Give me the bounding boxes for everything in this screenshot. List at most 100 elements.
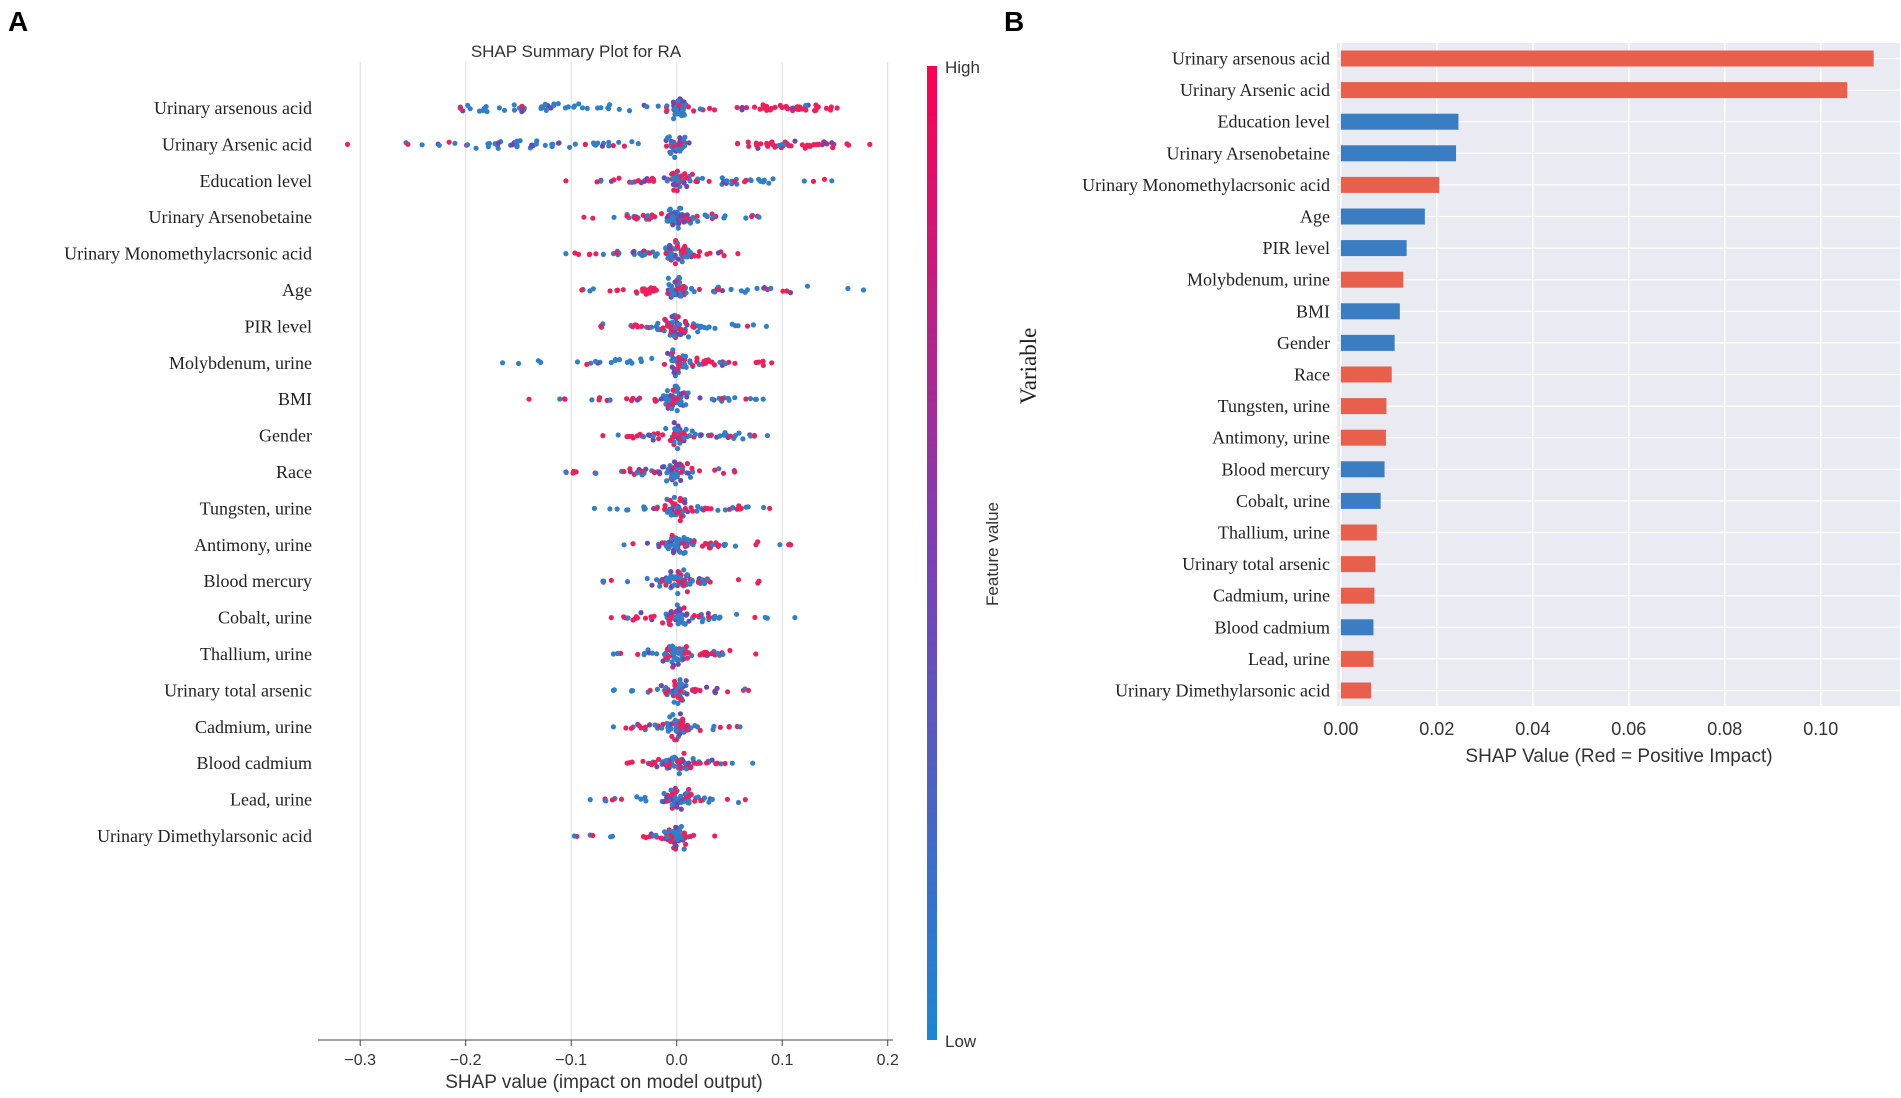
beeswarm-point bbox=[675, 508, 682, 514]
beeswarm-point bbox=[669, 406, 675, 412]
bar-x-tick-label: 0.02 bbox=[1419, 719, 1454, 739]
beeswarm-point bbox=[790, 105, 796, 111]
beeswarm-point bbox=[747, 396, 754, 402]
beeswarm-point bbox=[649, 650, 655, 656]
beeswarm-point bbox=[677, 135, 683, 141]
beeswarm-point bbox=[663, 246, 669, 252]
beeswarm-point bbox=[344, 141, 351, 147]
beeswarm-point bbox=[652, 253, 659, 259]
bar bbox=[1340, 682, 1372, 699]
beeswarm-point bbox=[719, 396, 725, 402]
beeswarm-point bbox=[823, 105, 830, 111]
beeswarm-point bbox=[672, 154, 678, 160]
beeswarm-point bbox=[678, 469, 685, 475]
bar-category-label: Cadmium, urine bbox=[1213, 586, 1330, 606]
beeswarm-point bbox=[677, 142, 683, 148]
beeswarm-point bbox=[686, 618, 692, 624]
beeswarm-point bbox=[670, 400, 676, 406]
beeswarm-point bbox=[676, 362, 682, 368]
beeswarm-point bbox=[676, 616, 683, 622]
beeswarm-point bbox=[671, 678, 678, 685]
beeswarm-point bbox=[685, 216, 691, 222]
beeswarm-point bbox=[724, 178, 730, 184]
beeswarm-point bbox=[581, 214, 587, 220]
beeswarm-point bbox=[651, 178, 657, 184]
beeswarm-point bbox=[670, 222, 676, 228]
bar bbox=[1340, 50, 1874, 67]
beeswarm-point bbox=[788, 542, 794, 548]
beeswarm-point bbox=[720, 470, 727, 476]
beeswarm-point bbox=[668, 150, 674, 156]
beeswarm-point bbox=[672, 252, 678, 258]
beeswarm-point bbox=[728, 433, 734, 439]
beeswarm-point bbox=[760, 396, 766, 402]
beeswarm-point bbox=[612, 357, 619, 364]
beeswarm-point bbox=[673, 182, 679, 188]
beeswarm-point bbox=[672, 719, 678, 725]
summary-feature-label: Age bbox=[282, 280, 312, 300]
beeswarm-point bbox=[640, 288, 646, 294]
summary-x-axis-title: SHAP value (impact on model output) bbox=[445, 1072, 763, 1093]
bar-x-axis-title: SHAP Value (Red = Positive Impact) bbox=[1465, 746, 1772, 767]
beeswarm-point bbox=[691, 108, 697, 114]
beeswarm-point bbox=[674, 388, 680, 394]
beeswarm-point bbox=[693, 178, 699, 184]
beeswarm-point bbox=[692, 798, 698, 804]
beeswarm-point bbox=[748, 177, 754, 184]
beeswarm-point bbox=[668, 787, 674, 793]
beeswarm-point bbox=[533, 141, 539, 147]
beeswarm-point bbox=[682, 650, 688, 656]
beeswarm-point bbox=[768, 285, 774, 291]
beeswarm-point bbox=[576, 101, 582, 107]
beeswarm-point bbox=[701, 652, 707, 658]
beeswarm-point bbox=[677, 765, 683, 771]
beeswarm-point bbox=[681, 534, 687, 541]
beeswarm-point bbox=[614, 250, 620, 256]
beeswarm-point bbox=[671, 763, 677, 769]
beeswarm-point bbox=[694, 355, 700, 361]
bar-category-label: Age bbox=[1300, 207, 1330, 227]
beeswarm-point bbox=[737, 724, 743, 730]
beeswarm-point bbox=[678, 332, 684, 338]
beeswarm-point bbox=[673, 737, 680, 743]
beeswarm-point bbox=[538, 359, 544, 365]
beeswarm-point bbox=[644, 575, 650, 582]
beeswarm-point bbox=[685, 390, 691, 396]
beeswarm-point bbox=[596, 397, 602, 403]
beeswarm-point bbox=[642, 615, 649, 621]
beeswarm-point bbox=[644, 104, 650, 110]
beeswarm-point bbox=[669, 467, 675, 473]
summary-x-tick-label: 0.0 bbox=[666, 1052, 688, 1069]
colorbar-high-label: High bbox=[945, 58, 980, 77]
beeswarm-point bbox=[595, 105, 601, 111]
beeswarm-point bbox=[670, 170, 676, 176]
beeswarm-point bbox=[599, 143, 606, 149]
bar-category-label: Urinary total arsenic bbox=[1182, 554, 1330, 574]
beeswarm-point bbox=[677, 731, 683, 737]
beeswarm-point bbox=[727, 647, 733, 654]
beeswarm-point bbox=[676, 771, 682, 777]
beeswarm-point bbox=[611, 177, 617, 183]
beeswarm-point bbox=[722, 361, 729, 367]
beeswarm-point bbox=[681, 581, 687, 588]
beeswarm-point bbox=[821, 176, 828, 182]
beeswarm-point bbox=[658, 835, 664, 841]
beeswarm-point bbox=[657, 583, 663, 589]
beeswarm-point bbox=[704, 684, 710, 690]
beeswarm-point bbox=[659, 578, 665, 584]
beeswarm-point bbox=[753, 396, 760, 402]
beeswarm-point bbox=[760, 358, 766, 364]
beeswarm-point bbox=[772, 104, 778, 110]
beeswarm-point bbox=[590, 832, 596, 839]
beeswarm-point bbox=[668, 644, 674, 650]
bar bbox=[1340, 303, 1400, 320]
beeswarm-point bbox=[699, 543, 706, 549]
beeswarm-point bbox=[688, 833, 694, 840]
beeswarm-point bbox=[668, 326, 674, 332]
beeswarm-point bbox=[729, 760, 735, 766]
bar bbox=[1340, 366, 1392, 383]
beeswarm-point bbox=[587, 797, 593, 803]
beeswarm-point bbox=[803, 107, 809, 113]
beeswarm-point bbox=[674, 461, 680, 467]
beeswarm-point bbox=[722, 507, 729, 513]
